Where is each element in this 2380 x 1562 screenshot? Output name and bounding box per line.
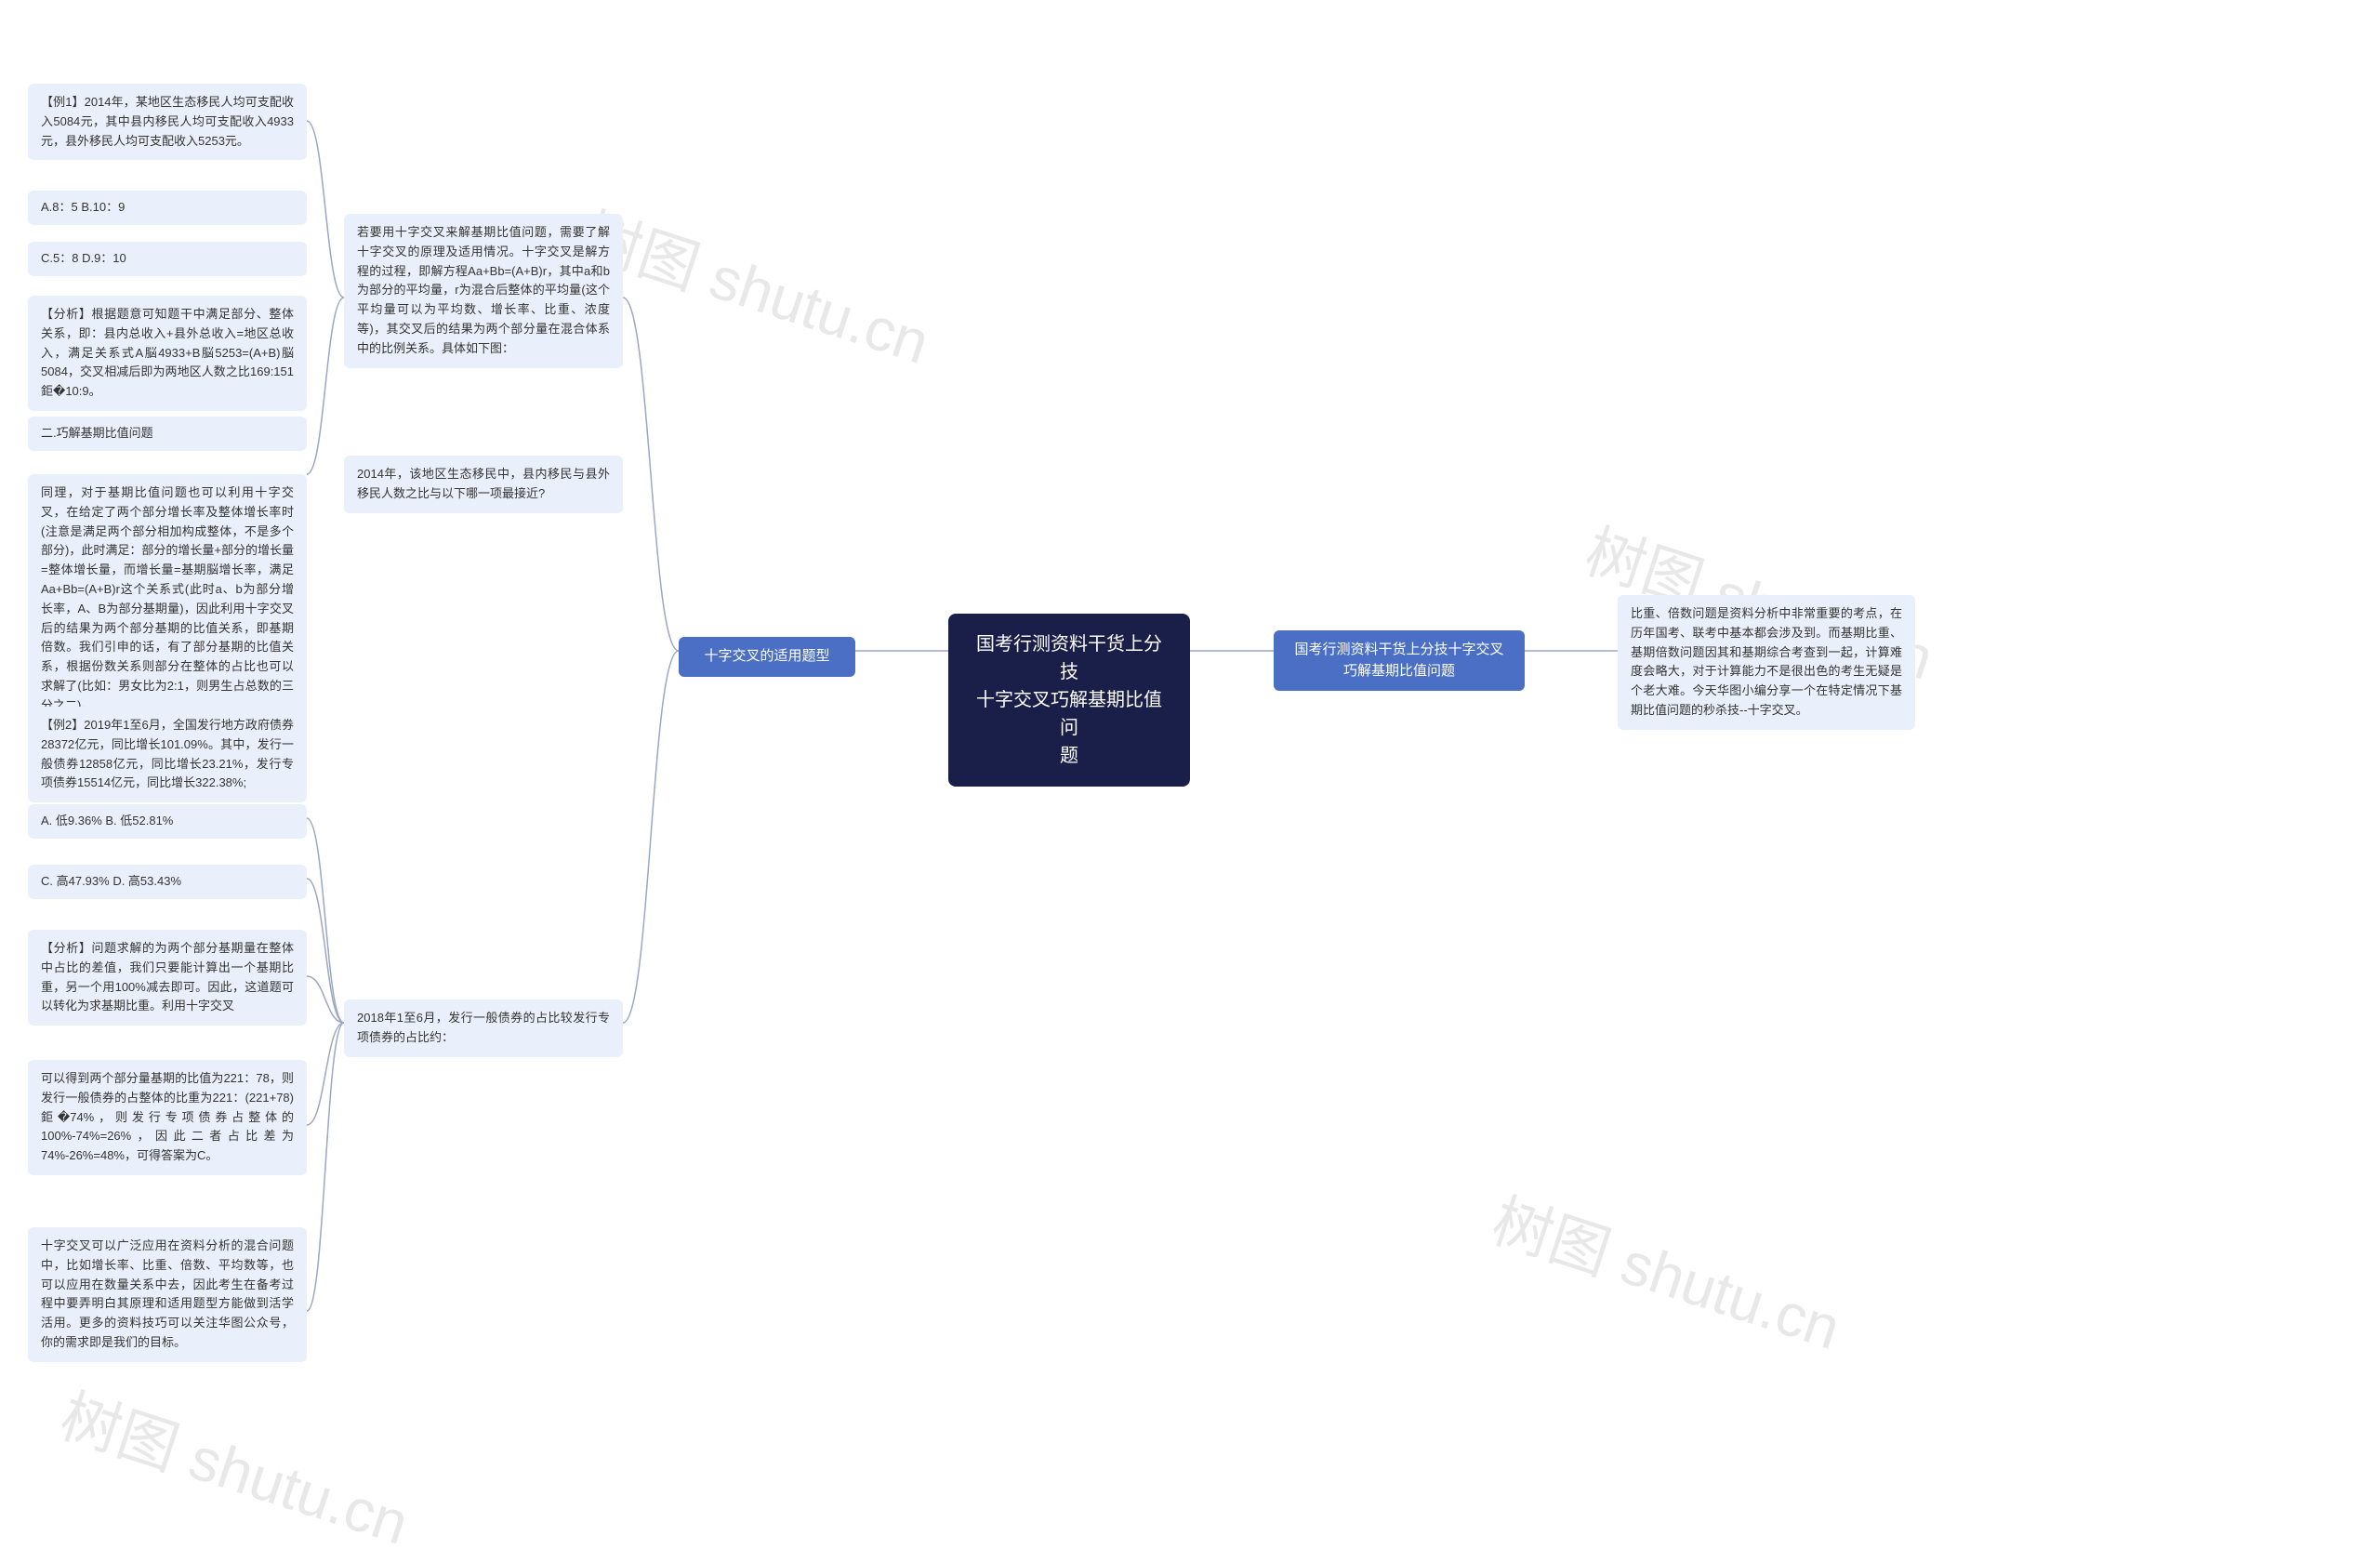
section2-title: 二.巧解基期比值问题: [28, 417, 307, 451]
section2-title-text: 二.巧解基期比值问题: [41, 426, 153, 440]
example1-q1: 【例1】2014年，某地区生态移民人均可支配收入5084元，其中县内移民人均可支…: [28, 84, 307, 160]
example1-analysis: 【分析】根据题意可知题干中满足部分、整体关系，即：县内总收入+县外总收入=地区总…: [28, 296, 307, 411]
root-node: 国考行测资料干货上分技十字交叉巧解基期比值问题: [948, 614, 1190, 787]
right-leaf: 比重、倍数问题是资料分析中非常重要的考点，在历年国考、联考中基本都会涉及到。而基…: [1618, 595, 1915, 730]
branch2-result-text: 可以得到两个部分量基期的比值为221：78，则发行一般债券的占整体的比重为221…: [41, 1071, 294, 1162]
left-branch-title: 十字交叉的适用题型: [679, 637, 855, 677]
right-branch-label: 国考行测资料干货上分技十字交叉巧解基期比值问题: [1294, 642, 1503, 679]
example1-opt-cd-text: C.5：8 D.9：10: [41, 251, 126, 265]
branch1-intro: 若要用十字交叉来解基期比值问题，需要了解十字交叉的原理及适用情况。十字交叉是解方…: [344, 214, 623, 368]
example1-opt-ab: A.8：5 B.10：9: [28, 191, 307, 225]
branch2-conclusion: 十字交叉可以广泛应用在资料分析的混合问题中，比如增长率、比重、倍数、平均数等，也…: [28, 1227, 307, 1362]
branch2-result: 可以得到两个部分量基期的比值为221：78，则发行一般债券的占整体的比重为221…: [28, 1060, 307, 1175]
watermark: 树图 shutu.cn: [572, 188, 941, 380]
branch2-opt-ab: A. 低9.36% B. 低52.81%: [28, 804, 307, 839]
right-leaf-text: 比重、倍数问题是资料分析中非常重要的考点，在历年国考、联考中基本都会涉及到。而基…: [1631, 606, 1902, 717]
example2-text: 【例2】2019年1至6月，全国发行地方政府债券28372亿元，同比增长101.…: [41, 718, 294, 789]
watermark: 树图 shutu.cn: [51, 1369, 420, 1561]
example2: 【例2】2019年1至6月，全国发行地方政府债券28372亿元，同比增长101.…: [28, 707, 307, 802]
branch2-analysis: 【分析】问题求解的为两个部分基期量在整体中占比的差值，我们只要能计算出一个基期比…: [28, 930, 307, 1026]
root-label: 国考行测资料干货上分技十字交叉巧解基期比值问题: [976, 634, 1162, 766]
right-branch-title: 国考行测资料干货上分技十字交叉巧解基期比值问题: [1274, 630, 1525, 691]
example1-opt-cd: C.5：8 D.9：10: [28, 242, 307, 276]
branch2-intro: 2018年1至6月，发行一般债券的占比较发行专项债券的占比约：: [344, 999, 623, 1057]
example1-q1-text: 【例1】2014年，某地区生态移民人均可支配收入5084元，其中县内移民人均可支…: [41, 95, 294, 148]
branch2-intro-text: 2018年1至6月，发行一般债券的占比较发行专项债券的占比约：: [357, 1011, 610, 1044]
example1-opt-ab-text: A.8：5 B.10：9: [41, 200, 125, 214]
branch2-opt-cd-text: C. 高47.93% D. 高53.43%: [41, 874, 181, 888]
branch1-example1-q2-text: 2014年，该地区生态移民中，县内移民与县外移民人数之比与以下哪一项最接近?: [357, 467, 610, 500]
branch1-example1-q2: 2014年，该地区生态移民中，县内移民与县外移民人数之比与以下哪一项最接近?: [344, 456, 623, 513]
branch2-opt-ab-text: A. 低9.36% B. 低52.81%: [41, 814, 173, 827]
branch2-analysis-text: 【分析】问题求解的为两个部分基期量在整体中占比的差值，我们只要能计算出一个基期比…: [41, 941, 294, 1013]
watermark: 树图 shutu.cn: [1483, 1173, 1852, 1366]
example1-analysis-text: 【分析】根据题意可知题干中满足部分、整体关系，即：县内总收入+县外总收入=地区总…: [41, 307, 294, 398]
section2-body: 同理，对于基期比值问题也可以利用十字交叉，在给定了两个部分增长率及整体增长率时(…: [28, 474, 307, 725]
branch2-conclusion-text: 十字交叉可以广泛应用在资料分析的混合问题中，比如增长率、比重、倍数、平均数等，也…: [41, 1238, 294, 1349]
section2-body-text: 同理，对于基期比值问题也可以利用十字交叉，在给定了两个部分增长率及整体增长率时(…: [41, 485, 294, 712]
left-branch-label: 十字交叉的适用题型: [704, 648, 829, 664]
branch1-intro-text: 若要用十字交叉来解基期比值问题，需要了解十字交叉的原理及适用情况。十字交叉是解方…: [357, 225, 610, 355]
branch2-opt-cd: C. 高47.93% D. 高53.43%: [28, 865, 307, 899]
